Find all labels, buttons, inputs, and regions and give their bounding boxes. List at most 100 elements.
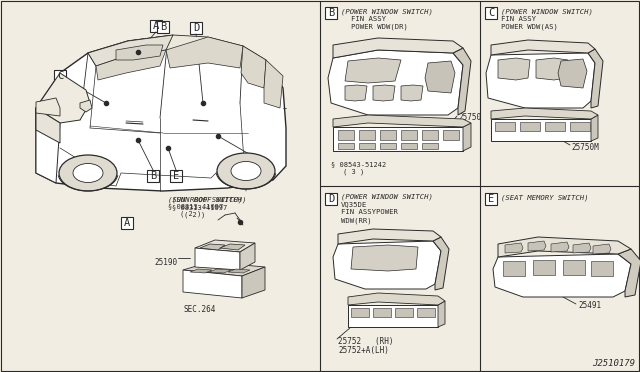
- Text: VQ35DE: VQ35DE: [341, 201, 367, 207]
- Bar: [422, 130, 438, 140]
- Polygon shape: [242, 267, 265, 298]
- Bar: [325, 193, 337, 205]
- Polygon shape: [36, 108, 60, 183]
- Bar: [533, 260, 555, 275]
- Bar: [395, 308, 413, 317]
- Text: E: E: [173, 171, 179, 181]
- Polygon shape: [240, 243, 255, 270]
- Text: (SEAT MEMORY SWITCH): (SEAT MEMORY SWITCH): [501, 194, 589, 201]
- Text: E: E: [488, 194, 494, 204]
- Polygon shape: [536, 58, 568, 80]
- Polygon shape: [88, 35, 173, 66]
- Text: C: C: [488, 8, 494, 18]
- Text: ( 3 ): ( 3 ): [343, 168, 364, 174]
- Polygon shape: [36, 73, 90, 123]
- Text: SEC.264: SEC.264: [184, 305, 216, 314]
- Polygon shape: [338, 229, 441, 244]
- Bar: [338, 130, 354, 140]
- Polygon shape: [373, 85, 395, 101]
- Polygon shape: [618, 249, 640, 297]
- Text: ( 2 ): ( 2 ): [180, 210, 201, 217]
- Polygon shape: [588, 49, 603, 108]
- Text: J2510179: J2510179: [592, 359, 635, 368]
- Text: POWER WDW(AS): POWER WDW(AS): [501, 23, 558, 29]
- Bar: [591, 261, 613, 276]
- Polygon shape: [333, 241, 441, 289]
- Polygon shape: [328, 50, 463, 115]
- Polygon shape: [183, 270, 242, 298]
- Polygon shape: [493, 254, 631, 297]
- Text: B: B: [160, 22, 166, 32]
- Polygon shape: [333, 115, 471, 127]
- Bar: [563, 260, 585, 275]
- Bar: [121, 217, 133, 229]
- Bar: [503, 261, 525, 276]
- Bar: [147, 170, 159, 182]
- Polygon shape: [116, 45, 163, 60]
- Polygon shape: [348, 293, 445, 305]
- Polygon shape: [433, 237, 449, 290]
- Bar: [170, 170, 182, 182]
- Bar: [157, 21, 169, 33]
- Polygon shape: [425, 61, 455, 93]
- Polygon shape: [96, 50, 166, 80]
- Polygon shape: [190, 269, 212, 273]
- Polygon shape: [264, 60, 283, 108]
- Text: § 08543-51242: § 08543-51242: [331, 161, 387, 167]
- Polygon shape: [453, 48, 471, 115]
- Text: ( 2 ): ( 2 ): [184, 211, 205, 218]
- Polygon shape: [345, 58, 401, 83]
- Text: D: D: [328, 194, 334, 204]
- Polygon shape: [351, 245, 418, 271]
- Text: § 08313-41097: § 08313-41097: [172, 204, 227, 210]
- Bar: [380, 130, 396, 140]
- Bar: [422, 143, 438, 149]
- Text: A: A: [124, 218, 130, 228]
- Polygon shape: [558, 59, 587, 88]
- Text: (POWER WINDOW SWITCH): (POWER WINDOW SWITCH): [341, 8, 433, 15]
- Polygon shape: [36, 108, 60, 143]
- Polygon shape: [333, 127, 463, 151]
- Polygon shape: [491, 119, 591, 141]
- Bar: [338, 143, 354, 149]
- Text: WDW(RR): WDW(RR): [341, 217, 372, 224]
- Text: (SUN ROOF SWITCH): (SUN ROOF SWITCH): [172, 196, 246, 202]
- Polygon shape: [438, 301, 445, 327]
- Text: B: B: [150, 171, 156, 181]
- Bar: [325, 7, 337, 19]
- Polygon shape: [36, 36, 286, 191]
- Bar: [485, 193, 497, 205]
- Bar: [417, 308, 435, 317]
- Polygon shape: [195, 240, 255, 252]
- Text: 25752   (RH): 25752 (RH): [338, 337, 394, 346]
- Text: FIN ASSYPOWER: FIN ASSYPOWER: [341, 209, 398, 215]
- Polygon shape: [505, 243, 523, 253]
- Polygon shape: [573, 243, 591, 253]
- Text: (POWER WINDOW SWITCH): (POWER WINDOW SWITCH): [501, 8, 593, 15]
- Polygon shape: [80, 100, 92, 112]
- Polygon shape: [591, 115, 598, 141]
- Polygon shape: [228, 269, 250, 273]
- Bar: [380, 143, 396, 149]
- Polygon shape: [166, 37, 243, 68]
- Ellipse shape: [231, 161, 261, 180]
- Bar: [495, 122, 515, 131]
- Polygon shape: [528, 241, 546, 251]
- Text: POWER WDW(DR): POWER WDW(DR): [351, 23, 408, 29]
- Bar: [520, 122, 540, 131]
- Text: 25752+A(LH): 25752+A(LH): [338, 346, 389, 355]
- Text: A: A: [153, 21, 159, 31]
- Text: 25190: 25190: [155, 258, 178, 267]
- Bar: [401, 130, 417, 140]
- Polygon shape: [241, 46, 266, 88]
- Bar: [570, 122, 590, 131]
- Polygon shape: [491, 40, 595, 55]
- Ellipse shape: [217, 153, 275, 189]
- Text: D: D: [253, 159, 259, 169]
- Polygon shape: [486, 53, 595, 108]
- Text: D: D: [193, 23, 199, 33]
- Polygon shape: [195, 248, 240, 270]
- Bar: [443, 130, 459, 140]
- Ellipse shape: [59, 155, 117, 191]
- Text: (SUN ROOF SWITCH): (SUN ROOF SWITCH): [168, 196, 243, 202]
